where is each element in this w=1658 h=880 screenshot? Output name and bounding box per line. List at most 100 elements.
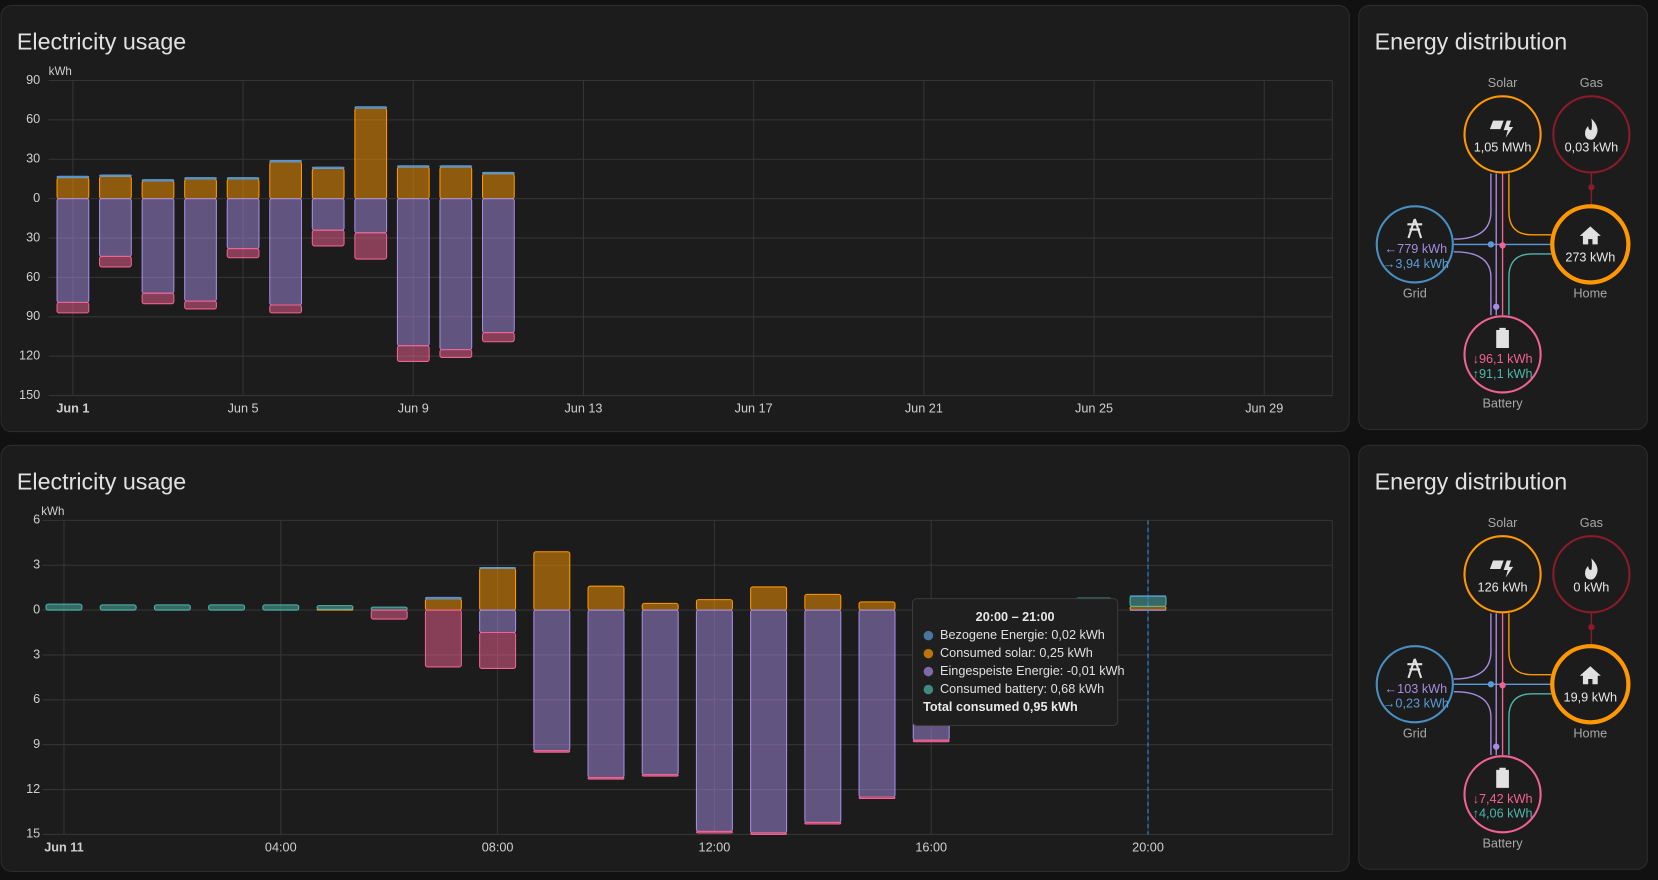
flow-dot <box>1499 682 1506 689</box>
bar-segment <box>269 161 303 200</box>
tooltip-total: Total consumed 0,95 kWh <box>923 700 1078 714</box>
tooltip-dot <box>923 684 934 695</box>
tooltip-box <box>912 598 1119 727</box>
y-tick-label: 30 <box>26 152 40 166</box>
bar-segment <box>533 609 571 752</box>
bar-segment <box>858 796 896 800</box>
x-tick-label: Jun 9 <box>398 402 429 416</box>
y-tick-label: 6 <box>33 513 40 527</box>
bar-segment <box>99 174 132 177</box>
battery-icon <box>1496 767 1509 788</box>
y-tick-label: 3 <box>33 558 40 572</box>
y-tick-label: 90 <box>26 73 40 87</box>
x-tick-label: 12:00 <box>699 840 731 854</box>
battery-node <box>1463 315 1542 394</box>
node-value: ↓96,1 kWh <box>1473 352 1533 366</box>
bar-segment <box>533 551 571 611</box>
bar-segment <box>479 631 517 669</box>
node-value: 0 kWh <box>1573 580 1609 594</box>
y-tick-label: 0 <box>33 602 40 616</box>
bar-segment <box>184 178 217 200</box>
bar-segment <box>439 166 473 200</box>
x-tick-label: Jun 13 <box>564 402 602 416</box>
node-label: Home <box>1573 726 1607 740</box>
bar-segment <box>56 301 90 314</box>
node-label: Battery <box>1482 396 1523 410</box>
y-tick-label: 150 <box>19 388 40 402</box>
x-tick-label: Jun 29 <box>1245 402 1283 416</box>
bar-segment <box>311 166 345 169</box>
bar-segment <box>311 167 345 200</box>
flow-dot <box>1487 241 1495 248</box>
bar-segment <box>311 229 345 247</box>
bar-segment <box>141 179 175 182</box>
tooltip-item: Consumed solar: 0,25 kWh <box>940 646 1093 660</box>
bar-segment <box>184 198 217 302</box>
bar-segment <box>439 165 473 168</box>
bar-segment <box>481 332 515 343</box>
bar-segment <box>479 567 517 611</box>
bar-segment <box>439 349 473 359</box>
y-unit: kWh <box>49 65 72 78</box>
node-label: Grid <box>1403 726 1427 740</box>
bar-segment <box>354 198 388 234</box>
x-tick-label: Jun 25 <box>1075 402 1113 416</box>
x-tick-label: 08:00 <box>482 840 514 854</box>
bar-segment <box>184 300 217 310</box>
bar-segment <box>804 821 842 825</box>
bar-segment <box>750 586 788 611</box>
node-label: Battery <box>1482 836 1523 850</box>
flow-line <box>1508 173 1552 236</box>
bar-segment <box>424 598 462 611</box>
bar-segment <box>641 609 679 776</box>
tooltip-title: 20:00 – 21:00 <box>976 610 1055 624</box>
y-tick-label: 6 <box>33 692 40 706</box>
node-value: 19,9 kWh <box>1564 690 1618 704</box>
node-label: Grid <box>1403 286 1427 300</box>
flow-line <box>1453 613 1492 680</box>
x-tick-label: Jun 1 <box>56 402 89 416</box>
tooltip-item: Eingespeiste Energie: -0,01 kWh <box>940 664 1125 678</box>
bar-segment <box>396 198 430 347</box>
grid-icon <box>1407 218 1423 239</box>
bar-segment <box>354 232 388 260</box>
home-node <box>1550 644 1631 725</box>
flow-dot <box>1487 681 1495 688</box>
energy-distribution: Energy distribution Solar 126 kWh Gas 0 kWh G… <box>1375 468 1631 850</box>
bar-segment <box>641 602 679 611</box>
bar-segment <box>587 585 625 611</box>
x-tick-label: Jun 11 <box>44 840 83 854</box>
flow-dot <box>1588 184 1595 191</box>
node-label: Home <box>1573 286 1607 300</box>
bar-segment <box>396 165 430 168</box>
x-tick-label: 04:00 <box>265 840 297 854</box>
card-title: Energy distribution <box>1375 29 1568 55</box>
bar-segment <box>695 599 733 611</box>
bar-segment <box>641 774 679 777</box>
bar-segment <box>141 180 175 200</box>
bar-segment <box>439 198 473 351</box>
node-value: →3,94 kWh <box>1383 257 1449 271</box>
energy-distribution: Energy distribution Solar 1,05 MWh Gas 0,03 … <box>1375 29 1631 410</box>
node-value: →0,23 kWh <box>1383 697 1449 711</box>
tooltip-dot <box>923 648 934 659</box>
bar-segment <box>912 739 950 743</box>
bar-segment <box>99 255 132 268</box>
flow-line <box>1453 251 1492 316</box>
bar-segment <box>99 175 132 200</box>
battery-icon <box>1496 327 1509 349</box>
bar-segment <box>153 604 191 611</box>
bar-segment <box>354 107 388 200</box>
chart-title: Electricity usage <box>17 29 186 55</box>
bar-segment <box>370 609 408 620</box>
bar-segment <box>354 106 388 109</box>
x-tick-label: 16:00 <box>915 840 947 854</box>
x-tick-label: 20:00 <box>1132 840 1164 854</box>
flow-line <box>1453 173 1492 240</box>
flow-line <box>1508 613 1552 676</box>
solar-node <box>1463 535 1542 614</box>
home-icon <box>1579 666 1601 685</box>
grid-node <box>1375 205 1454 284</box>
